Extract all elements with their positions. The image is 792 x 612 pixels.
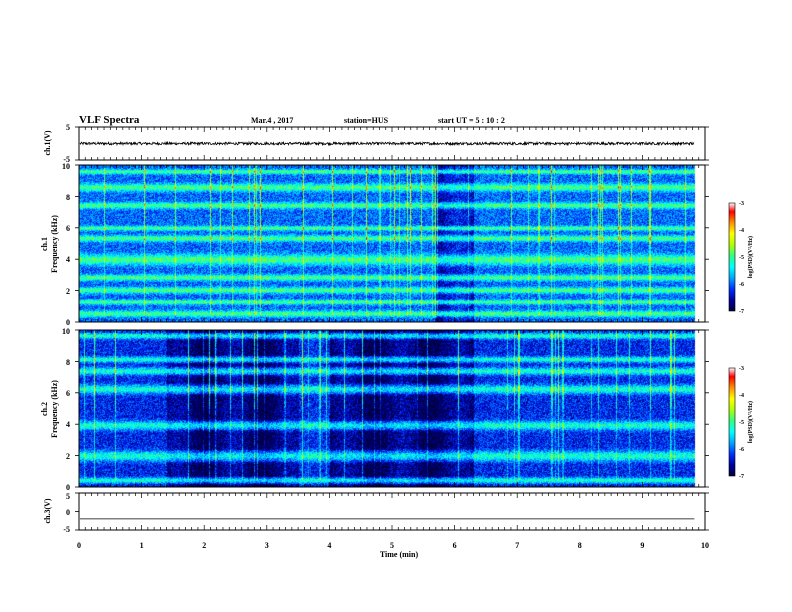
- ch1-channel-label: ch.1: [40, 237, 49, 251]
- ch2-spectrogram-image: [79, 330, 705, 487]
- ch1-colorbar-tick: -7: [739, 309, 744, 315]
- ch1-ytick-label: 5: [66, 123, 70, 132]
- time-tick-label: 8: [578, 541, 582, 550]
- time-tick-label: 5: [390, 541, 394, 550]
- ch1-colorbar-scale: [728, 202, 736, 312]
- time-tick-label: 10: [701, 541, 709, 550]
- ch3-waveform-ylabel: ch.3(V): [43, 498, 52, 523]
- ch2-colorbar-label: log(PSD)(V²/Hz): [747, 401, 754, 443]
- time-tick-label: 6: [453, 541, 457, 550]
- ch2-freq-tick: 4: [66, 420, 70, 429]
- ch2-colorbar: -3 -4 -5 -6 -7 log(PSD)(V²/Hz): [728, 366, 754, 480]
- start-time-label: start UT = 5 : 10 : 2: [438, 116, 505, 125]
- ch1-freq-tick: 2: [66, 287, 70, 296]
- ch2-freq-tick: 10: [62, 327, 70, 336]
- ch1-freq-tick: 0: [66, 318, 70, 327]
- time-tick-label: 3: [265, 541, 269, 550]
- ch2-freq-tick: 8: [66, 358, 70, 367]
- ch1-freq-tick: 10: [62, 162, 70, 171]
- ch2-freq-tick: 0: [66, 483, 70, 492]
- ch2-spectrogram-ticks: [75, 329, 709, 488]
- ch1-colorbar-tick: -5: [739, 255, 744, 261]
- ch3-waveform-panel: 5 0 -5 ch.3(V): [43, 492, 709, 534]
- ch1-freq-tick: 8: [66, 193, 70, 202]
- ch1-waveform-ticks: [75, 126, 709, 161]
- time-tick-label: 4: [327, 541, 331, 550]
- ch3-waveform-frame: [78, 492, 706, 531]
- ch2-colorbar-tick: -4: [739, 393, 744, 399]
- ch1-waveform-panel: 5 -5 ch.1(V): [43, 123, 709, 164]
- time-tick-label: 9: [640, 541, 644, 550]
- ch1-frequency-label: Frequency (kHz): [50, 215, 59, 273]
- ch2-frequency-label: Frequency (kHz): [50, 380, 59, 438]
- time-axis: 0 1 2 3 4 5 6 7 8 9 10: [77, 541, 709, 550]
- ch3-ytick-label: 5: [66, 492, 70, 501]
- ch2-colorbar-scale: [728, 367, 736, 477]
- ch1-waveform-ylabel: ch.1(V): [43, 130, 52, 155]
- figure-title: VLF Spectra: [79, 114, 140, 126]
- ch2-colorbar-tick: -6: [739, 447, 744, 453]
- ch3-ytick-label: 0: [66, 508, 70, 517]
- station-label: station=HUS: [344, 116, 389, 125]
- time-tick-label: 2: [202, 541, 206, 550]
- time-axis-label: Time (min): [380, 550, 419, 559]
- ch3-waveform-ticks: [75, 492, 709, 531]
- ch1-spectrogram-image: [79, 165, 705, 322]
- time-tick-label: 7: [515, 541, 519, 550]
- ch1-spectrogram-ticks: [75, 164, 709, 323]
- ch1-colorbar-label: log(PSD)(V²/Hz): [747, 236, 754, 278]
- ch2-channel-label: ch.2: [40, 402, 49, 416]
- ch1-spectrogram-panel: 0 2 4 6 8 10 ch.1 Frequency (kHz): [40, 162, 709, 327]
- ch1-freq-tick: 6: [66, 224, 70, 233]
- ch1-colorbar-tick: -4: [739, 228, 744, 234]
- ch2-freq-tick: 6: [66, 389, 70, 398]
- ch3-ytick-label: -5: [63, 525, 70, 534]
- ch1-freq-tick: 4: [66, 255, 70, 264]
- ch2-colorbar-tick: -7: [739, 474, 744, 480]
- ch1-colorbar-tick: -3: [739, 201, 744, 207]
- ch1-colorbar: -3 -4 -5 -6 -7 log(PSD)(V²/Hz): [728, 201, 754, 315]
- date-label: Mar.4 , 2017: [251, 116, 293, 125]
- ch2-colorbar-tick: -5: [739, 420, 744, 426]
- ch2-spectrogram-panel: 0 2 4 6 8 10 ch.2 Frequency (kHz): [40, 327, 709, 492]
- ch2-colorbar-tick: -3: [739, 366, 744, 372]
- ch1-colorbar-tick: -6: [739, 282, 744, 288]
- ch1-waveform-line: [79, 140, 695, 147]
- ch1-ytick-label: -5: [63, 155, 70, 164]
- time-tick-label: 1: [140, 541, 144, 550]
- time-tick-label: 0: [77, 541, 81, 550]
- ch2-freq-tick: 2: [66, 452, 70, 461]
- ch1-waveform-trace: [79, 140, 695, 147]
